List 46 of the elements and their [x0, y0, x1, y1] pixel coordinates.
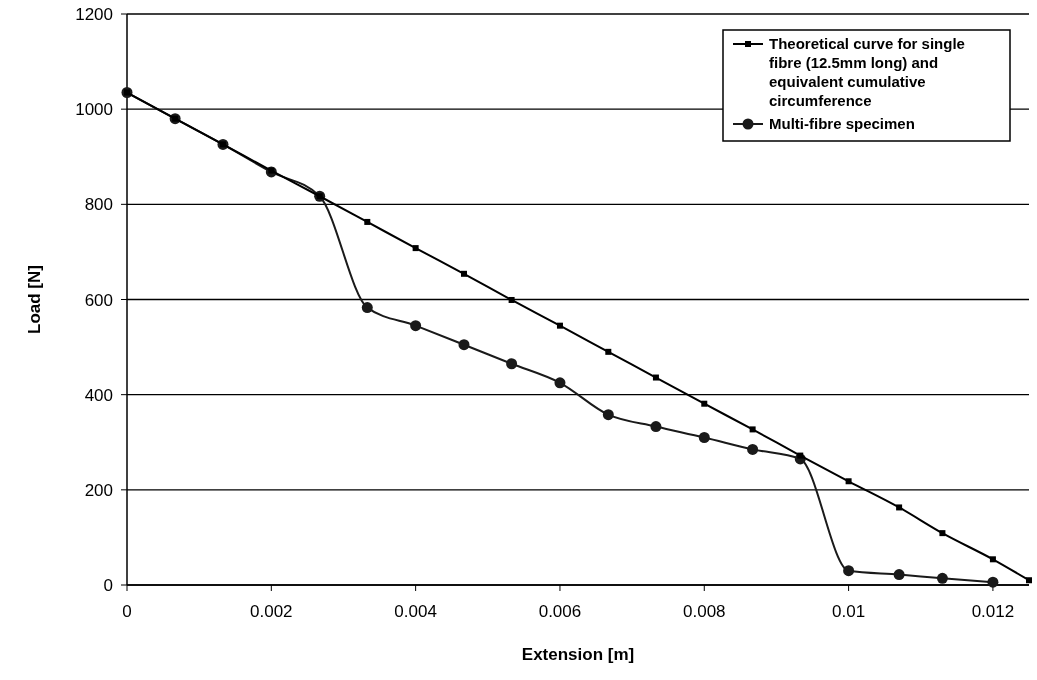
point — [412, 245, 419, 252]
point — [605, 348, 612, 355]
x-tick-label: 0.002 — [250, 602, 293, 621]
legend-label: Multi-fibre specimen — [769, 115, 915, 132]
y-tick-label: 400 — [84, 385, 113, 405]
point — [797, 452, 804, 459]
point — [989, 556, 996, 563]
point — [556, 322, 563, 329]
x-tick-label: 0 — [122, 602, 132, 621]
point — [936, 572, 948, 584]
point — [361, 302, 373, 314]
point — [460, 270, 467, 277]
x-tick-label: 0.01 — [832, 602, 866, 621]
y-tick-label: 1200 — [75, 5, 113, 24]
x-tick-label: 0.006 — [538, 602, 582, 621]
point — [698, 431, 710, 443]
point — [896, 504, 903, 511]
point — [701, 400, 708, 407]
point — [1026, 577, 1032, 584]
x-tick-label: 0.004 — [394, 602, 437, 621]
point — [554, 377, 566, 389]
point — [987, 576, 999, 588]
point — [893, 569, 905, 581]
x-tick-label: 0.012 — [971, 602, 1015, 621]
point — [652, 374, 659, 381]
point — [845, 478, 852, 485]
y-tick-label: 1000 — [75, 100, 113, 120]
point — [506, 358, 518, 370]
point — [939, 530, 946, 537]
y-tick-label: 800 — [84, 195, 113, 215]
x-axis-title: Extension [m] — [521, 645, 635, 664]
point — [749, 426, 756, 433]
point — [364, 218, 371, 225]
point — [602, 409, 614, 421]
point — [458, 339, 470, 351]
point — [508, 296, 515, 303]
x-tick-label: 0.008 — [683, 602, 726, 621]
y-tick-label: 0 — [103, 576, 113, 595]
point — [747, 443, 759, 455]
y-tick-label: 200 — [84, 480, 113, 500]
legend-label: Theoretical curve for single fibre (12.5mm long) and equivalent cumulative circumference — [769, 35, 965, 109]
y-axis-title: Load [N] — [25, 265, 44, 334]
point — [650, 421, 662, 433]
point — [843, 565, 855, 577]
y-tick-label: 600 — [84, 290, 113, 310]
point — [410, 320, 422, 332]
